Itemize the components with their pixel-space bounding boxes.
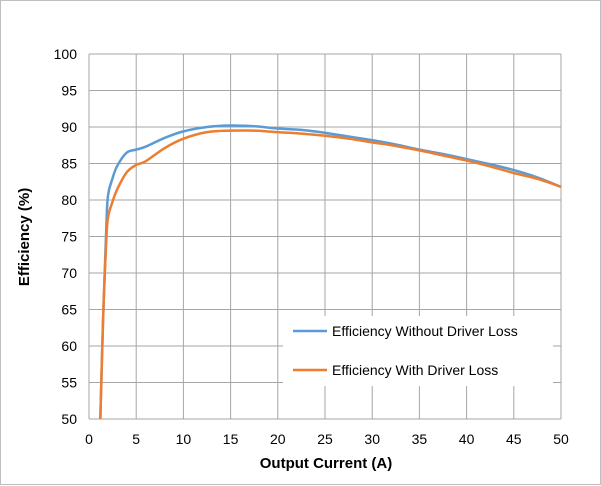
series-lines [99, 124, 562, 420]
y-axis-ticks: 50 55 60 65 70 75 80 85 90 95 100 [54, 46, 78, 427]
series-line-with-driver-loss [99, 129, 562, 420]
x-tick-label: 45 [506, 431, 522, 447]
y-tick-label: 70 [61, 265, 77, 281]
y-tick-label: 100 [54, 46, 78, 62]
y-tick-label: 55 [61, 375, 77, 391]
y-tick-label: 85 [61, 156, 77, 172]
y-axis-title: Efficiency (%) [16, 188, 33, 286]
y-tick-label: 60 [61, 338, 77, 354]
x-tick-label: 0 [85, 431, 93, 447]
y-tick-label: 95 [61, 83, 77, 99]
x-axis-title: Output Current (A) [260, 455, 392, 472]
grid [88, 53, 562, 420]
x-tick-label: 15 [223, 431, 239, 447]
series-line-without-driver-loss [99, 124, 562, 420]
x-tick-label: 40 [459, 431, 475, 447]
legend-label-without-driver-loss: Efficiency Without Driver Loss [332, 323, 518, 339]
x-tick-label: 30 [364, 431, 380, 447]
x-tick-label: 20 [270, 431, 286, 447]
y-tick-label: 65 [61, 302, 77, 318]
legend-background [283, 316, 553, 386]
x-axis-ticks: 0 5 10 15 20 25 30 35 40 45 50 [85, 431, 569, 447]
legend: Efficiency Without Driver Loss Efficienc… [283, 316, 553, 386]
legend-label-with-driver-loss: Efficiency With Driver Loss [332, 362, 498, 378]
y-tick-label: 80 [61, 192, 77, 208]
x-tick-label: 10 [176, 431, 192, 447]
x-tick-label: 35 [412, 431, 428, 447]
y-tick-label: 50 [61, 411, 77, 427]
x-tick-label: 5 [132, 431, 140, 447]
x-tick-label: 50 [553, 431, 569, 447]
y-tick-label: 75 [61, 229, 77, 245]
y-tick-label: 90 [61, 119, 77, 135]
x-tick-label: 25 [317, 431, 333, 447]
